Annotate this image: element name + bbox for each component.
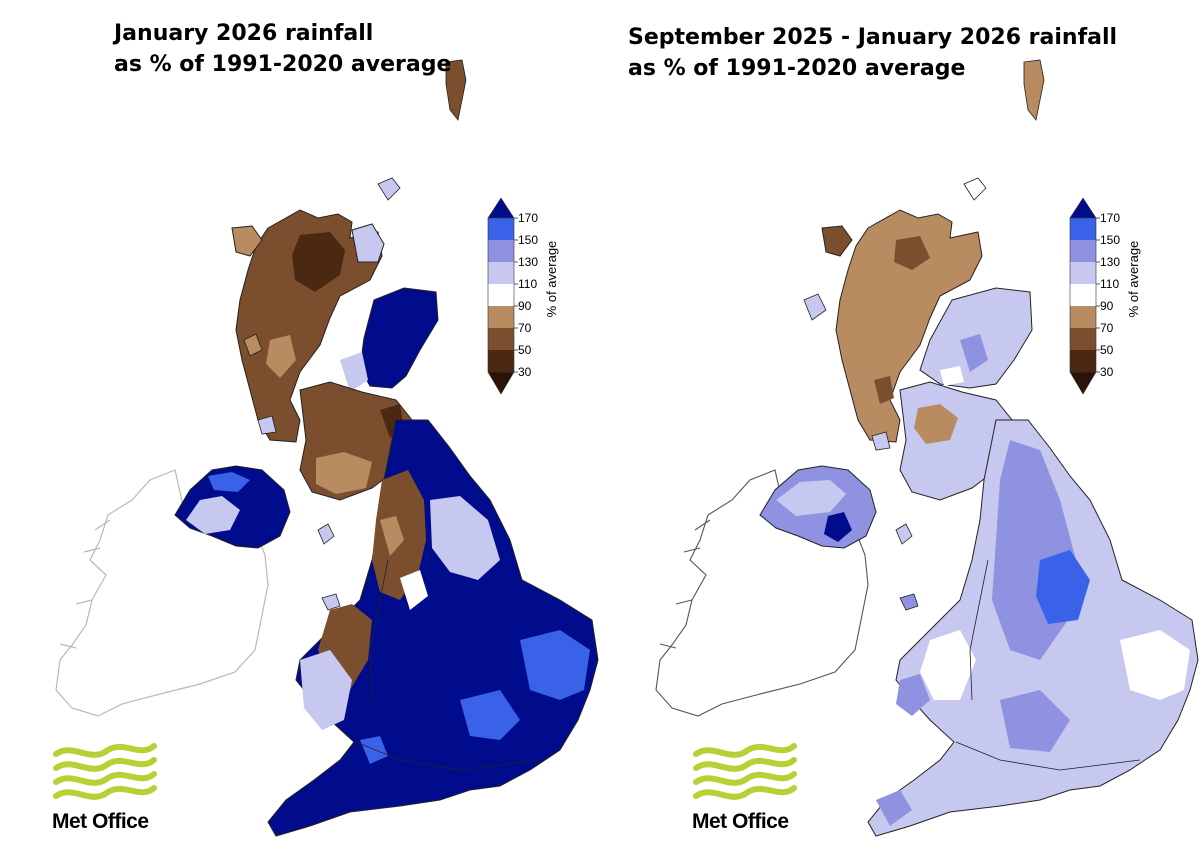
- legend-tick-label: 50: [1100, 343, 1114, 357]
- legend-tick-label: 30: [518, 365, 532, 379]
- england-wales-region: [867, 419, 1199, 837]
- legend-tick-label: 90: [518, 299, 532, 313]
- met-office-logo-icon: [693, 743, 797, 800]
- legend-arrow-bottom: [1069, 371, 1097, 395]
- color-scale-legend: 170 150 130 110 90 70 50 30 % of average: [1068, 196, 1158, 401]
- uk-rainfall-map-sep-jan: [655, 59, 1199, 837]
- title-line-2: as % of 1991-2020 average: [628, 56, 966, 81]
- legend-band-50-70: [488, 328, 514, 350]
- met-office-logo-icon: [53, 743, 157, 800]
- met-office-logo: Met Office: [690, 738, 810, 838]
- legend-tick-label: 70: [1100, 321, 1114, 335]
- northern-ireland-region: [174, 465, 291, 549]
- legend-band-70-90: [1070, 306, 1096, 328]
- legend-axis-label: % of average: [544, 240, 559, 318]
- legend-band-70-90: [488, 306, 514, 328]
- legend-band-130-150: [1070, 240, 1096, 262]
- legend-band-150-170: [1070, 218, 1096, 240]
- september-january-rainfall-panel: September 2025 - January 2026 rainfall a…: [600, 0, 1200, 843]
- legend-band-110-130: [488, 262, 514, 284]
- legend-tick-label: 150: [1100, 233, 1121, 247]
- legend-tick-label: 110: [518, 277, 538, 291]
- legend-tick-label: 50: [518, 343, 532, 357]
- legend-band-30-50: [1070, 350, 1096, 372]
- met-office-logo: Met Office: [50, 738, 170, 838]
- scottish-islands: [243, 59, 467, 435]
- legend-band-90-110: [488, 284, 514, 306]
- england-wales-region: [267, 419, 599, 837]
- legend-tick-label: 170: [1100, 211, 1121, 225]
- legend-band-150-170: [488, 218, 514, 240]
- color-scale-legend: 170 150 130 110 90 70 50 30 % of average: [486, 196, 576, 401]
- legend-tick-label: 30: [1100, 365, 1114, 379]
- map-title-sep-jan: September 2025 - January 2026 rainfall a…: [628, 22, 1117, 84]
- anglesey-isle-of-man: [317, 523, 341, 611]
- legend-tick-label: 110: [1100, 277, 1120, 291]
- legend-band-90-110: [1070, 284, 1096, 306]
- legend-band-30-50: [488, 350, 514, 372]
- met-office-wordmark: Met Office: [692, 810, 789, 833]
- legend-color-bar: [487, 197, 518, 395]
- legend-tick-label: 130: [518, 255, 539, 269]
- title-line-2: as % of 1991-2020 average: [114, 52, 452, 77]
- scotland-region: [821, 209, 1033, 501]
- legend-axis-label: % of average: [1126, 240, 1141, 318]
- legend-color-bar: [1069, 197, 1100, 395]
- legend-tick-label: 130: [1100, 255, 1121, 269]
- map-title-january: January 2026 rainfall as % of 1991-2020 …: [114, 18, 451, 80]
- legend-band-110-130: [1070, 262, 1096, 284]
- legend-tick-label: 90: [1100, 299, 1114, 313]
- legend-arrow-top: [487, 197, 515, 219]
- legend-arrow-bottom: [487, 371, 515, 395]
- anglesey-isle-of-man: [895, 523, 919, 611]
- title-line-1: January 2026 rainfall: [114, 21, 374, 46]
- legend-arrow-top: [1069, 197, 1097, 219]
- title-line-1: September 2025 - January 2026 rainfall: [628, 25, 1118, 50]
- legend-tick-label: 170: [518, 211, 539, 225]
- northern-ireland-region: [759, 465, 877, 549]
- uk-rainfall-map-january: [55, 59, 599, 837]
- legend-band-130-150: [488, 240, 514, 262]
- met-office-wordmark: Met Office: [52, 810, 149, 833]
- legend-band-50-70: [1070, 328, 1096, 350]
- legend-tick-label: 70: [518, 321, 532, 335]
- scottish-islands: [803, 59, 1045, 451]
- january-rainfall-panel: January 2026 rainfall as % of 1991-2020 …: [50, 18, 599, 838]
- legend-tick-label: 150: [518, 233, 539, 247]
